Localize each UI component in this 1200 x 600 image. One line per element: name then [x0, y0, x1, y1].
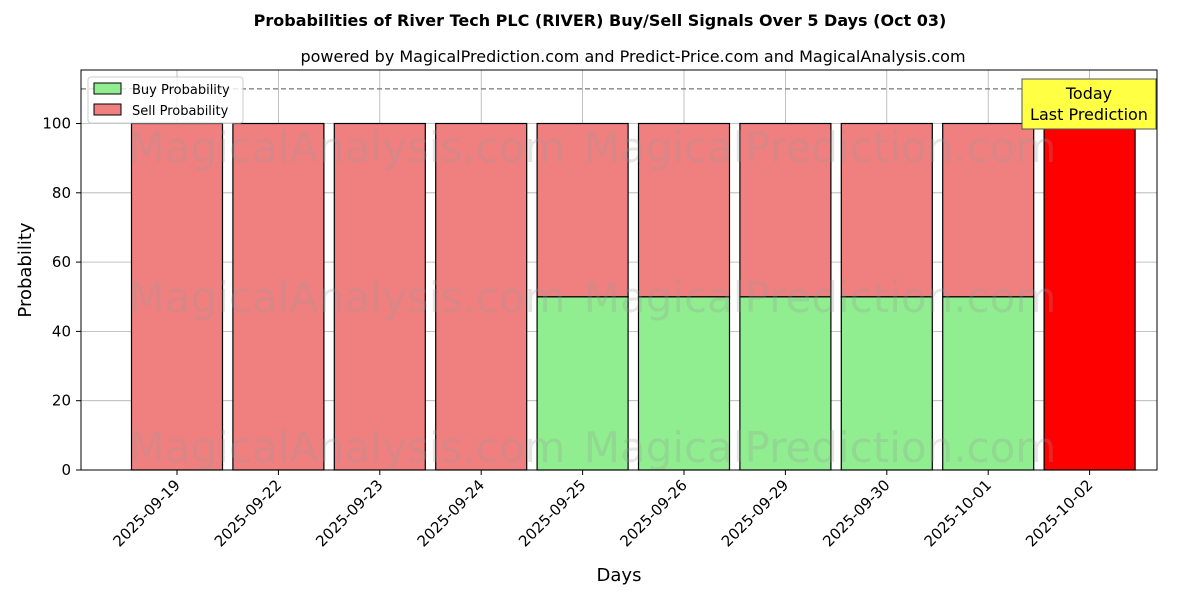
legend-box — [87, 76, 244, 124]
bar-sell — [435, 122, 528, 471]
x-tick-label: 2025-09-26 — [616, 476, 690, 550]
y-tick-label: 60 — [52, 253, 71, 271]
legend-sell-swatch — [93, 103, 122, 116]
x-tick-label: 2025-10-01 — [921, 476, 995, 550]
y-tick-label: 0 — [61, 461, 71, 479]
x-tick-label: 2025-09-30 — [819, 476, 893, 550]
x-tick-label: 2025-10-02 — [1022, 476, 1096, 550]
bar-buy — [739, 296, 832, 471]
y-tick-label: 80 — [52, 184, 71, 202]
bar-sell — [1043, 122, 1136, 471]
today-annotation-line-1: Today — [1065, 84, 1112, 103]
chart-title: Probabilities of River Tech PLC (RIVER) … — [254, 11, 947, 30]
legend-sell-label: Sell Probability — [132, 104, 229, 119]
bars — [130, 122, 1136, 471]
bar-buy — [942, 296, 1035, 471]
today-annotation: Today Last Prediction — [1021, 78, 1157, 130]
bar-sell — [840, 122, 933, 298]
x-tick-label: 2025-09-24 — [414, 476, 488, 550]
x-axis: 2025-09-19 2025-09-22 2025-09-23 2025-09-24… — [109, 470, 1096, 550]
watermark-text: MagicalAnalysis.com — [129, 123, 566, 172]
watermark-text: MagicalPrediction.com — [584, 273, 1057, 322]
watermark-text: MagicalPrediction.com — [584, 423, 1057, 472]
y-axis-label: Probability — [15, 222, 36, 317]
x-tick-label: 2025-09-25 — [515, 476, 589, 550]
bar-buy — [637, 296, 731, 471]
legend-buy-label: Buy Probability — [132, 83, 230, 98]
plot-frame — [80, 69, 1158, 471]
x-tick-label: 2025-09-29 — [718, 476, 792, 550]
legend-buy-swatch — [93, 82, 122, 95]
watermark-text: MagicalPrediction.com — [584, 123, 1057, 172]
bar-sell — [637, 122, 731, 298]
y-tick-label: 100 — [42, 115, 71, 133]
watermarks: MagicalAnalysis.com MagicalPrediction.com… — [129, 123, 1057, 472]
chart-subtitle: powered by MagicalPrediction.com and Pre… — [300, 47, 965, 66]
x-tick-label: 2025-09-19 — [109, 476, 183, 550]
bar-sell — [536, 122, 629, 298]
bar-sell — [739, 122, 832, 298]
today-annotation-box — [1021, 78, 1157, 130]
bar-buy — [536, 296, 629, 471]
y-tick-label: 40 — [52, 322, 71, 340]
y-tick-label: 20 — [52, 392, 71, 410]
x-tick-label: 2025-09-23 — [312, 476, 386, 550]
bar-buy — [840, 296, 933, 471]
watermark-text: MagicalAnalysis.com — [129, 423, 566, 472]
x-axis-label: Days — [597, 565, 642, 586]
y-axis: 0 20 40 60 80 100 — [42, 115, 81, 479]
bar-sell — [942, 122, 1035, 298]
bar-sell — [130, 122, 224, 471]
legend: Buy Probability Sell Probability — [87, 76, 244, 124]
today-annotation-line-2: Last Prediction — [1030, 105, 1148, 124]
watermark-text: MagicalAnalysis.com — [129, 273, 566, 322]
x-tick-label: 2025-09-22 — [211, 476, 285, 550]
